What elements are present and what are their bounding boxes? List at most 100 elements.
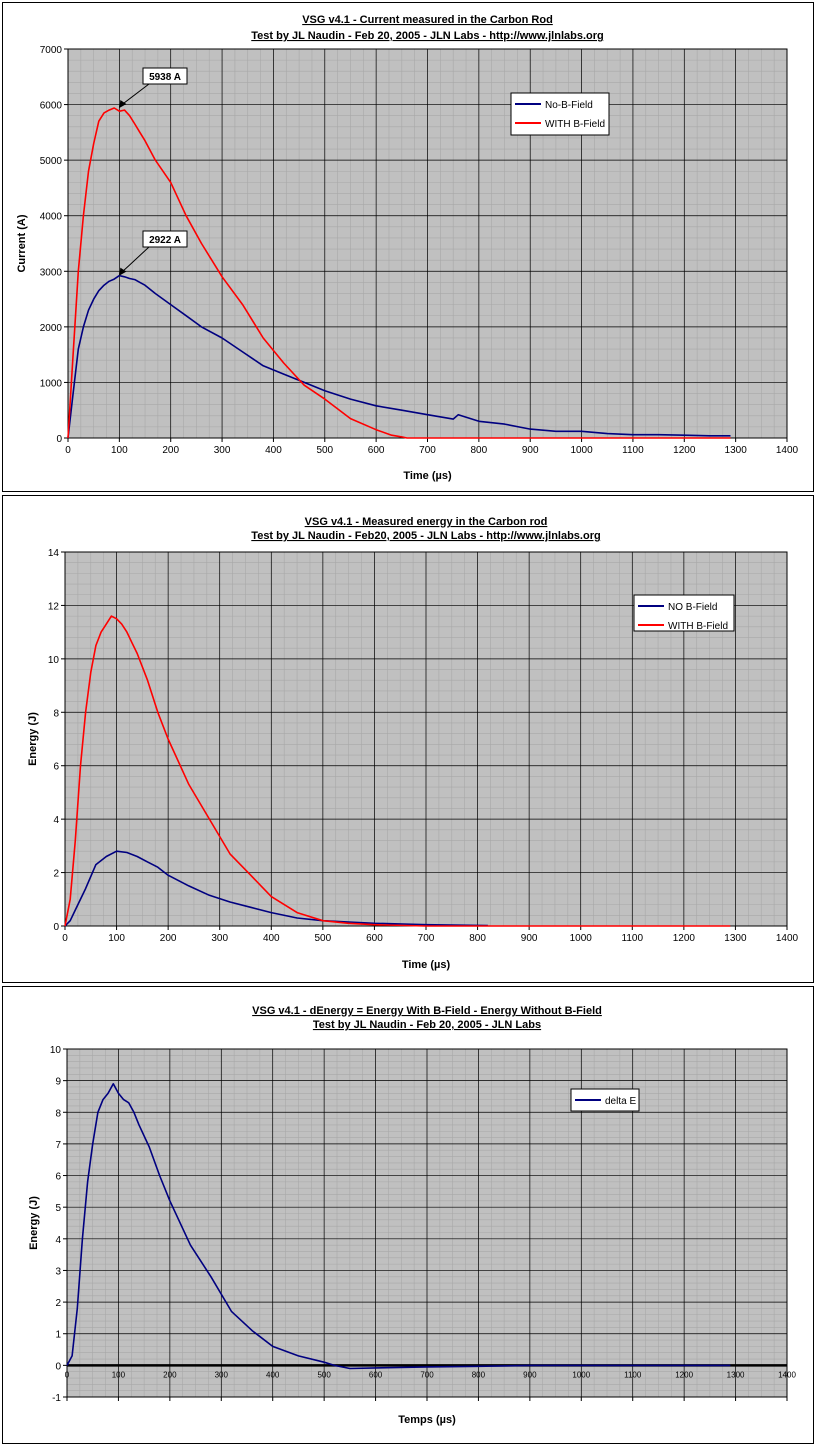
y-tick-label: 10 xyxy=(48,655,60,666)
x-tick-label: 500 xyxy=(317,1370,331,1379)
series-line-2 xyxy=(67,107,731,439)
x-tick-label: 1000 xyxy=(572,1370,590,1379)
x-tick-label: 500 xyxy=(316,445,333,456)
x-tick-label: 300 xyxy=(214,445,231,456)
x-tick-label: 1100 xyxy=(622,445,644,456)
x-tick-label: 800 xyxy=(471,445,488,456)
chart-current: VSG v4.1 - Current measured in the Carbo… xyxy=(2,2,814,492)
annotation-pointer xyxy=(121,83,150,106)
x-tick-label: 1400 xyxy=(776,933,799,944)
chart-subtitle: Test by JL Naudin - Feb 20, 2005 - JLN L… xyxy=(313,1019,541,1031)
y-axis-label: Energy (J) xyxy=(28,1196,40,1250)
x-tick-label: 600 xyxy=(368,445,385,456)
y-tick-label: 12 xyxy=(48,601,60,612)
legend-entry-2: WITH B-Field xyxy=(668,621,728,632)
y-tick-label: 0 xyxy=(56,434,62,445)
x-tick-label: 900 xyxy=(522,445,539,456)
y-tick-label: 4 xyxy=(53,815,59,826)
chart-delta-energy: VSG v4.1 - dEnergy = Energy With B-Field… xyxy=(2,986,814,1444)
x-tick-label: 100 xyxy=(112,1370,126,1379)
y-tick-label: 3000 xyxy=(40,267,63,278)
x-tick-label: 1000 xyxy=(570,933,593,944)
x-tick-label: 1200 xyxy=(675,1370,693,1379)
y-axis-label: Energy (J) xyxy=(27,712,39,766)
x-tick-label: 1200 xyxy=(673,933,696,944)
legend-box xyxy=(570,1088,640,1112)
y-tick-label: 6 xyxy=(53,762,59,773)
legend-entry-2: WITH B-Field xyxy=(545,119,605,130)
x-tick-label: 900 xyxy=(523,1370,537,1379)
chart-energy-svg: VSG v4.1 - Measured energy in the Carbon… xyxy=(27,516,799,971)
x-tick-label: 100 xyxy=(111,445,128,456)
x-tick-label: 100 xyxy=(108,933,125,944)
x-tick-label: 500 xyxy=(315,933,332,944)
y-tick-label: 1 xyxy=(55,1330,61,1341)
y-tick-label: 1000 xyxy=(40,378,63,389)
x-tick-label: 1300 xyxy=(725,445,748,456)
y-tick-label: 0 xyxy=(55,1361,61,1372)
x-tick-label: 400 xyxy=(266,1370,280,1379)
legend-box xyxy=(510,92,610,136)
legend-entry-1: No-B-Field xyxy=(545,100,593,111)
x-axis-label: Time (µs) xyxy=(402,959,451,971)
x-tick-label: 1000 xyxy=(570,445,593,456)
y-tick-label: 9 xyxy=(55,1077,61,1088)
chart-current-svg: VSG v4.1 - Current measured in the Carbo… xyxy=(16,14,799,482)
x-tick-label: 200 xyxy=(163,1370,177,1379)
x-tick-label: 800 xyxy=(469,933,486,944)
y-tick-label: -1 xyxy=(52,1393,61,1404)
x-tick-label: 0 xyxy=(65,445,71,456)
y-tick-label: 8 xyxy=(55,1108,61,1119)
y-tick-label: 8 xyxy=(53,708,59,719)
chart-title: VSG v4.1 - dEnergy = Energy With B-Field… xyxy=(252,1005,602,1017)
annotation-arrowhead xyxy=(119,100,127,109)
x-tick-label: 200 xyxy=(160,933,177,944)
y-tick-label: 6000 xyxy=(40,101,63,112)
x-tick-label: 1400 xyxy=(776,445,799,456)
x-tick-label: 1100 xyxy=(624,1370,642,1379)
y-axis-label: Current (A) xyxy=(16,214,28,272)
x-tick-label: 700 xyxy=(420,1370,434,1379)
annotation-box xyxy=(142,67,188,85)
legend-entry-1: NO B-Field xyxy=(668,602,717,613)
series-line-2 xyxy=(64,615,731,927)
x-tick-label: 600 xyxy=(369,1370,383,1379)
annotation-pointer xyxy=(121,246,150,273)
x-tick-label: 400 xyxy=(263,933,280,944)
y-tick-label: 7 xyxy=(55,1140,61,1151)
annotation-label: 2922 A xyxy=(149,235,181,246)
y-tick-label: 2000 xyxy=(40,323,63,334)
annotation-arrowhead xyxy=(119,267,127,276)
x-tick-label: 300 xyxy=(211,933,228,944)
chart-title: VSG v4.1 - Current measured in the Carbo… xyxy=(302,14,553,26)
x-tick-label: 1300 xyxy=(727,1370,745,1379)
y-tick-label: 4 xyxy=(55,1235,61,1246)
x-tick-label: 600 xyxy=(366,933,383,944)
annotation-label: 5938 A xyxy=(149,72,181,83)
x-tick-label: 700 xyxy=(419,445,436,456)
y-tick-label: 5000 xyxy=(40,156,63,167)
y-tick-label: 4000 xyxy=(40,212,63,223)
x-tick-label: 900 xyxy=(521,933,538,944)
chart-energy: VSG v4.1 - Measured energy in the Carbon… xyxy=(2,495,814,983)
x-tick-label: 0 xyxy=(62,933,68,944)
y-tick-label: 14 xyxy=(48,548,60,559)
legend-entry-1: delta E xyxy=(605,1096,636,1107)
y-tick-label: 2 xyxy=(53,869,59,880)
y-tick-label: 7000 xyxy=(40,45,63,56)
chart-delta-energy-svg: VSG v4.1 - dEnergy = Energy With B-Field… xyxy=(28,1005,796,1426)
x-tick-label: 1400 xyxy=(778,1370,796,1379)
series-line-1 xyxy=(66,1083,731,1370)
x-tick-label: 1200 xyxy=(673,445,696,456)
chart-subtitle: Test by JL Naudin - Feb 20, 2005 - JLN L… xyxy=(251,30,603,42)
x-tick-label: 700 xyxy=(418,933,435,944)
chart-subtitle: Test by JL Naudin - Feb20, 2005 - JLN La… xyxy=(251,530,600,542)
series-line-1 xyxy=(67,274,731,439)
x-axis-label: Time (µs) xyxy=(403,470,452,482)
x-tick-label: 800 xyxy=(472,1370,486,1379)
x-tick-label: 400 xyxy=(265,445,282,456)
y-tick-label: 3 xyxy=(55,1266,61,1277)
y-tick-label: 10 xyxy=(50,1045,62,1056)
chart-title: VSG v4.1 - Measured energy in the Carbon… xyxy=(305,516,548,528)
x-tick-label: 0 xyxy=(65,1370,70,1379)
